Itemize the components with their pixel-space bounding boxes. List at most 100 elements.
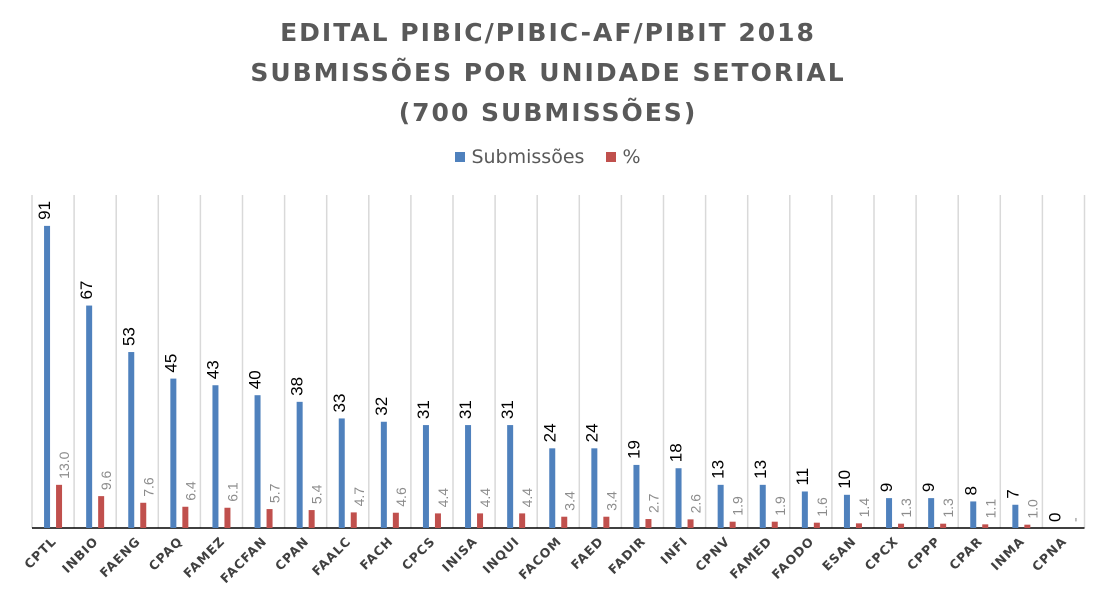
x-tick-label: CPAQ <box>146 534 186 574</box>
bar-percent <box>940 523 947 528</box>
data-label-submissoes: 18 <box>667 443 686 462</box>
x-tick-label: INISA <box>439 534 480 575</box>
bar-submissoes <box>338 418 345 528</box>
bar-percent <box>98 496 105 528</box>
bar-submissoes <box>128 352 135 528</box>
bar-submissoes <box>422 425 429 528</box>
bar-submissoes <box>633 464 640 528</box>
legend-item-submissoes: Submissões <box>455 146 584 168</box>
data-label-submissoes: 67 <box>77 281 96 300</box>
x-tick-label: CPCX <box>861 534 901 574</box>
bar-percent <box>477 513 484 528</box>
data-label-percent: 3.4 <box>561 491 577 511</box>
data-label-submissoes: 9 <box>877 483 896 492</box>
data-label-submissoes: 43 <box>203 360 222 379</box>
data-label-percent: 1.9 <box>730 496 746 516</box>
bar-percent <box>898 523 905 528</box>
data-label-submissoes: 7 <box>1003 489 1022 498</box>
data-label-submissoes: 13 <box>751 460 770 479</box>
bar-submissoes <box>212 385 219 528</box>
legend-label-percent: % <box>622 146 641 168</box>
data-label-percent: 4.4 <box>477 488 493 508</box>
x-tick-label: INQUI <box>479 534 522 577</box>
data-label-percent: 6.1 <box>224 482 240 502</box>
data-label-submissoes: 31 <box>456 400 475 419</box>
bar-submissoes <box>380 421 387 528</box>
bar-percent <box>982 524 989 528</box>
data-label-submissoes: 33 <box>330 394 349 413</box>
x-tick-label: INBIO <box>59 534 101 576</box>
data-label-percent: 2.7 <box>645 493 661 513</box>
data-label-percent: - <box>1066 517 1082 522</box>
bar-percent <box>266 509 273 528</box>
data-label-submissoes: 45 <box>161 354 180 373</box>
bar-percent <box>392 512 399 528</box>
x-tick-label: ESAN <box>819 534 859 574</box>
bar-submissoes <box>843 494 850 528</box>
chart-title-line-2: SUBMISSÕES POR UNIDADE SETORIAL <box>250 58 846 87</box>
bar-submissoes <box>170 378 177 528</box>
data-label-percent: 13.0 <box>56 451 72 478</box>
data-label-submissoes: 31 <box>498 400 517 419</box>
data-label-percent: 4.4 <box>435 488 451 508</box>
bar-percent <box>308 510 315 528</box>
x-tick-label: CPAR <box>946 534 985 573</box>
bar-percent <box>687 519 694 528</box>
bar-percent <box>182 506 189 528</box>
bar-percent <box>729 521 736 528</box>
bar-submissoes <box>465 425 472 528</box>
data-label-percent: 3.4 <box>603 491 619 511</box>
bar-percent <box>855 523 862 528</box>
data-label-submissoes: 38 <box>288 377 307 396</box>
x-tick-label: FAED <box>568 534 607 573</box>
data-label-percent: 4.4 <box>519 488 535 508</box>
bar-percent <box>771 521 778 528</box>
bar-submissoes <box>675 468 682 528</box>
legend-swatch-submissoes <box>455 152 466 162</box>
x-tick-label: CPCS <box>399 534 438 573</box>
x-tick-label: INMA <box>988 534 1028 574</box>
data-label-percent: 1.4 <box>856 498 872 518</box>
x-tick-label: CPNV <box>692 534 733 575</box>
x-tick-label: FAALC <box>309 534 354 579</box>
data-label-percent: 4.6 <box>393 487 409 507</box>
x-tick-label: CPNA <box>1029 534 1070 575</box>
chart-title-line-3: (700 SUBMISSÕES) <box>398 98 698 127</box>
legend-label-submissoes: Submissões <box>471 146 585 168</box>
x-tick-label: FAMED <box>727 534 775 582</box>
data-label-percent: 1.3 <box>898 498 914 518</box>
x-tick-label: FACOM <box>516 534 565 583</box>
bar-percent <box>140 502 147 528</box>
x-tick-label: INFI <box>657 534 690 567</box>
data-label-submissoes: 32 <box>372 397 391 416</box>
bar-submissoes <box>86 305 93 528</box>
bar-submissoes <box>44 225 51 528</box>
bar-submissoes <box>801 491 808 528</box>
data-label-submissoes: 10 <box>835 470 854 489</box>
data-label-percent: 4.7 <box>351 487 367 507</box>
data-label-percent: 1.9 <box>772 496 788 516</box>
bar-percent <box>519 513 526 528</box>
bar-percent <box>645 519 652 528</box>
bar-percent <box>224 507 231 528</box>
data-label-submissoes: 24 <box>582 423 601 442</box>
data-label-submissoes: 40 <box>246 370 265 389</box>
data-label-percent: 1.0 <box>1024 499 1040 519</box>
bar-percent <box>603 516 610 528</box>
x-tick-label: CPPP <box>904 534 943 573</box>
data-label-submissoes: 11 <box>793 468 812 486</box>
data-label-submissoes: 8 <box>961 486 980 495</box>
bar-submissoes <box>970 501 977 528</box>
bar-submissoes <box>928 498 935 528</box>
data-label-percent: 9.6 <box>98 470 114 490</box>
data-label-percent: 1.6 <box>814 497 830 517</box>
data-label-submissoes: 24 <box>540 423 559 442</box>
x-tick-label: FACFAN <box>217 534 269 586</box>
data-label-submissoes: 0 <box>1045 513 1064 522</box>
bar-submissoes <box>549 448 556 528</box>
bar-submissoes <box>296 401 303 528</box>
x-tick-label: FADIR <box>605 534 648 577</box>
data-label-submissoes: 19 <box>624 440 643 459</box>
data-label-submissoes: 9 <box>919 483 938 492</box>
